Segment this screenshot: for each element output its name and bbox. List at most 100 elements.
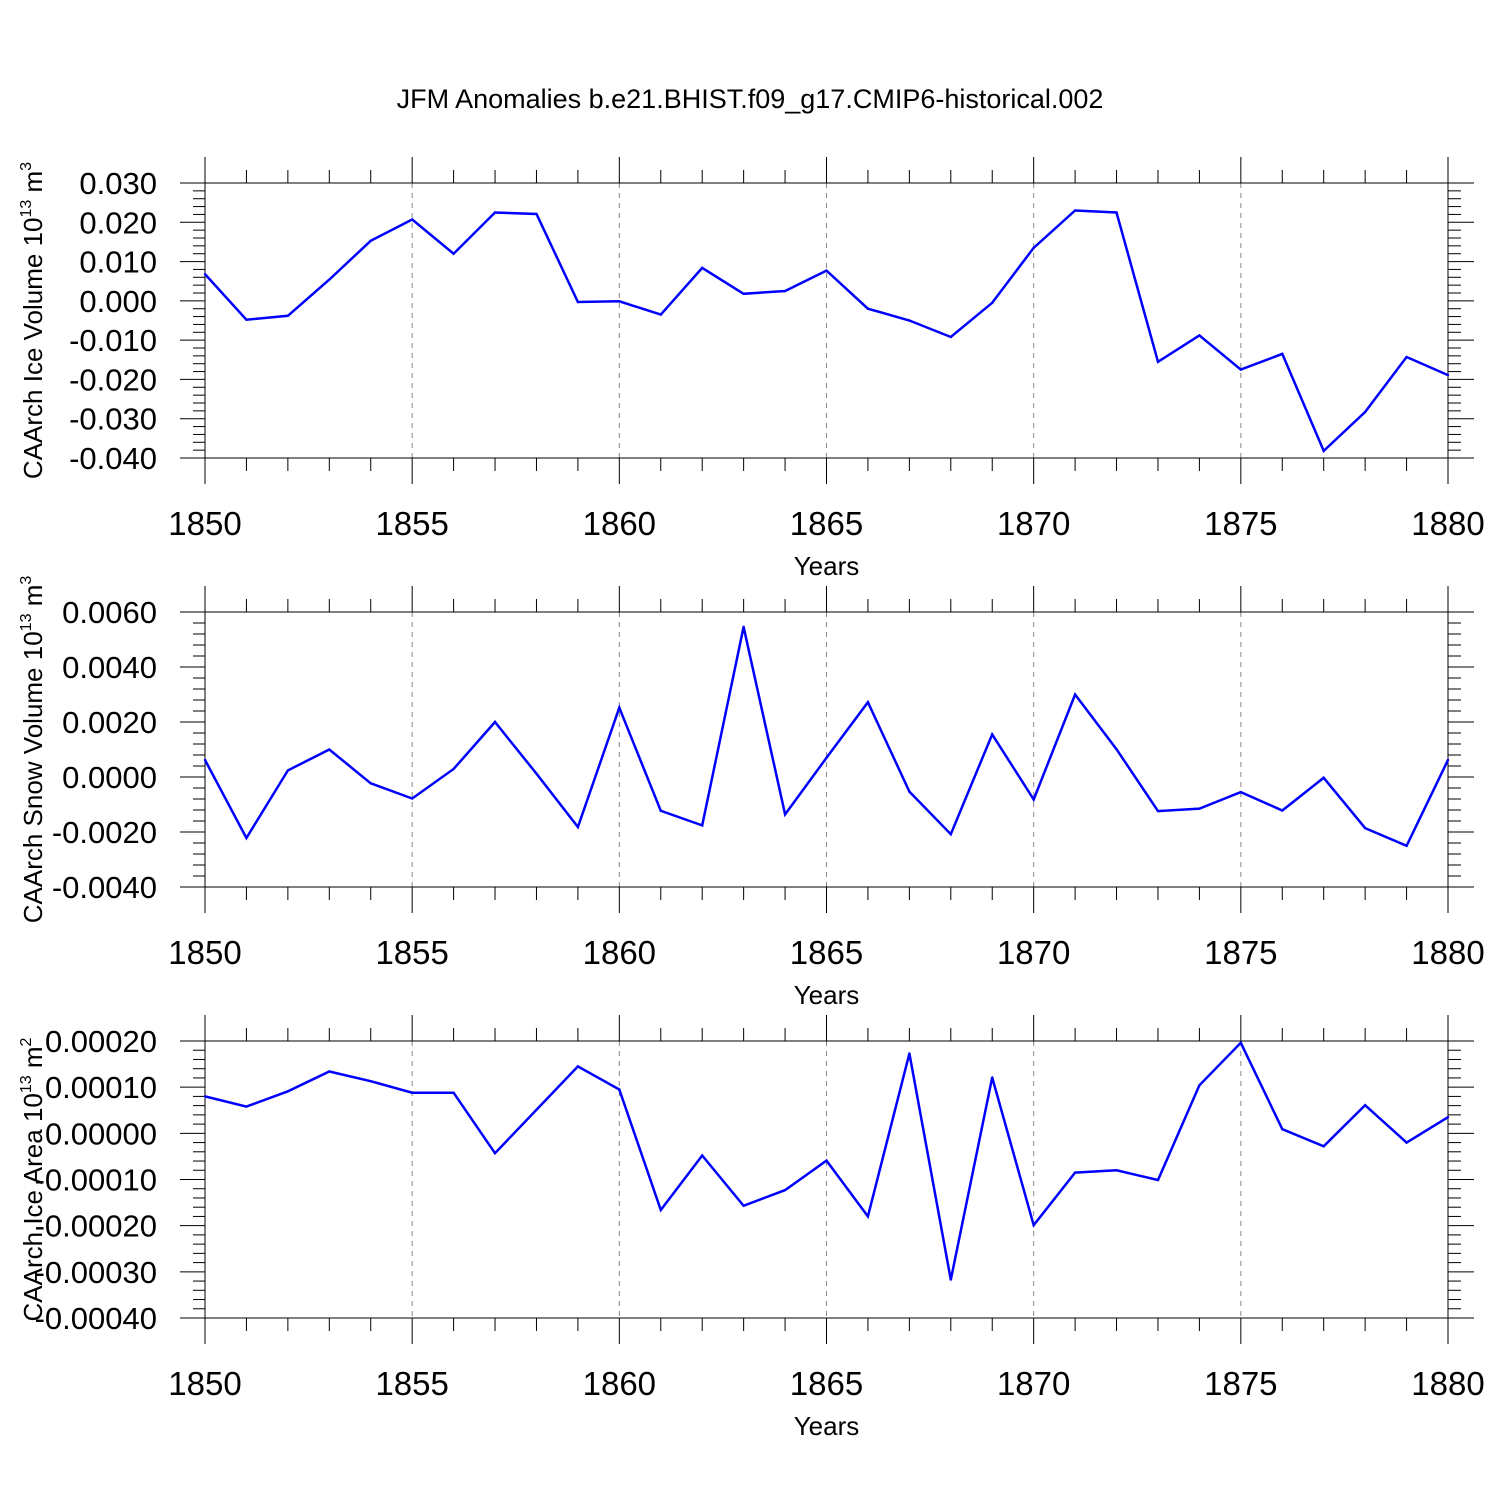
data-point <box>576 1065 580 1068</box>
data-point <box>1446 373 1450 377</box>
x-tick-label: 1870 <box>997 934 1070 971</box>
data-point <box>1198 1084 1201 1087</box>
x-tick-label: 1860 <box>583 1365 656 1402</box>
data-point <box>1446 1115 1450 1119</box>
data-point <box>328 748 331 751</box>
data-point <box>1198 807 1201 810</box>
data-point <box>1405 1141 1408 1144</box>
x-tick-label: 1850 <box>168 505 241 542</box>
x-tick-label: 1865 <box>790 1365 863 1402</box>
data-point <box>1363 1103 1367 1107</box>
x-tick-label: 1855 <box>375 1365 448 1402</box>
data-point <box>949 335 952 339</box>
data-point <box>203 1095 207 1098</box>
data-point <box>1239 790 1243 794</box>
data-point <box>783 813 787 816</box>
data-point <box>1405 355 1408 359</box>
data-point <box>535 772 538 775</box>
data-point <box>576 825 580 829</box>
x-tick-label: 1865 <box>790 934 863 971</box>
data-point <box>659 313 662 316</box>
y-tick-label: 0.0040 <box>62 650 157 685</box>
data-point <box>493 211 497 214</box>
data-point <box>1156 360 1160 363</box>
data-point <box>369 782 372 785</box>
data-point <box>991 733 994 736</box>
x-tick-label: 1870 <box>997 505 1070 542</box>
data-point <box>949 833 952 836</box>
chart-panel-3: 1850 1855 1860 1865 1870 1875 1880 -0.00040 -0.0… <box>18 1015 1485 1441</box>
data-point <box>783 289 787 293</box>
data-point <box>659 809 662 813</box>
data-point <box>618 1088 621 1091</box>
data-point <box>452 767 455 771</box>
x-tick-label: 1870 <box>997 1365 1070 1402</box>
data-point <box>659 1208 662 1212</box>
data-point <box>286 314 290 317</box>
y-tick-label: -0.0020 <box>52 815 157 850</box>
chart-panel-1: 1850 1855 1860 1865 1870 1875 1880 -0.040 -0.030… <box>18 157 1485 581</box>
data-point <box>908 1052 911 1055</box>
data-point <box>1032 798 1035 801</box>
data-point <box>410 218 414 221</box>
figure-title: JFM Anomalies b.e21.BHIST.f09_g17.CMIP6-… <box>396 84 1104 114</box>
y-tick-label: 0.00010 <box>45 1070 157 1105</box>
data-point <box>866 1215 870 1218</box>
y-axis-label: CAArch Snow Volume 1013 m3 <box>18 576 48 924</box>
data-point <box>1281 352 1284 356</box>
data-point <box>825 1159 828 1162</box>
chart-panel-2: 1850 1855 1860 1865 1870 1875 1880 -0.0040 -0.00… <box>18 576 1485 1010</box>
x-tick-label: 1855 <box>375 934 448 971</box>
data-point <box>203 758 207 762</box>
data-point <box>742 1204 745 1208</box>
data-point <box>1032 1224 1035 1227</box>
data-point <box>1322 1145 1325 1148</box>
x-tick-label: 1880 <box>1411 934 1484 971</box>
data-point <box>410 797 414 800</box>
data-point <box>452 1091 455 1094</box>
x-tick-label: 1880 <box>1411 1365 1484 1402</box>
data-point <box>908 790 911 793</box>
data-point <box>1156 1178 1160 1182</box>
x-tick-label: 1875 <box>1204 505 1277 542</box>
y-tick-label: -0.040 <box>69 441 157 476</box>
y-tick-label: -0.030 <box>69 402 157 437</box>
data-point <box>991 1076 994 1079</box>
x-tick-label: 1850 <box>168 934 241 971</box>
y-tick-label: 0.0020 <box>62 705 157 740</box>
x-tick-label: 1860 <box>583 505 656 542</box>
data-point <box>825 756 828 759</box>
x-tick-label: 1860 <box>583 934 656 971</box>
y-tick-label: 0.00020 <box>45 1024 157 1059</box>
y-tick-label: -0.00010 <box>35 1163 157 1198</box>
data-point <box>866 701 870 704</box>
data-point <box>493 1151 497 1155</box>
x-tick-label: 1875 <box>1204 934 1277 971</box>
data-point <box>1405 844 1408 847</box>
data-point <box>1198 334 1201 337</box>
data-point <box>286 1090 290 1093</box>
data-point <box>701 824 704 827</box>
data-point <box>1115 211 1118 214</box>
data-point <box>1322 776 1325 780</box>
data-point <box>1115 748 1118 751</box>
data-point <box>1281 1127 1284 1131</box>
y-tick-label: -0.0040 <box>52 870 157 905</box>
data-point <box>1239 368 1243 371</box>
y-axis-label: CAArch Ice Volume 1013 m3 <box>18 162 48 479</box>
y-tick-label: 0.020 <box>79 205 157 240</box>
y-tick-label: 0.010 <box>79 245 157 280</box>
data-point <box>245 1105 248 1108</box>
data-point <box>369 239 372 242</box>
y-tick-label: 0.030 <box>79 166 157 201</box>
y-tick-label: -0.00030 <box>35 1255 157 1290</box>
data-point <box>1115 1169 1118 1172</box>
data-point <box>203 272 207 276</box>
y-tick-label: -0.00020 <box>35 1209 157 1244</box>
data-point <box>535 1108 538 1111</box>
data-point <box>1363 410 1367 414</box>
data-point <box>949 1278 952 1281</box>
data-point <box>1446 758 1450 762</box>
data-point <box>908 319 911 322</box>
